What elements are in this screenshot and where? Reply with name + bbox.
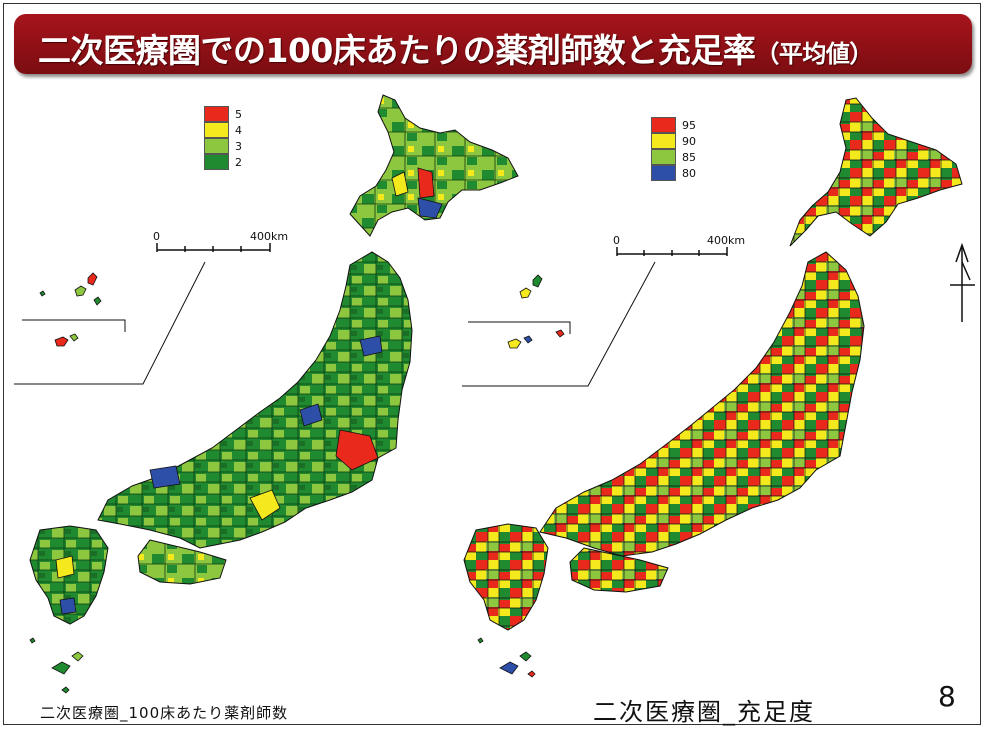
right-legend-item: 85 <box>651 149 696 165</box>
left-tohoku-blue <box>359 335 383 357</box>
left-okinawa-inset <box>14 261 206 385</box>
legend-label: 80 <box>682 166 696 180</box>
right-shikoku <box>569 547 669 593</box>
right-okinawa-inset <box>462 261 656 387</box>
title-banner: 二次医療圏での100床あたりの薬剤師数と充足率（平均値） <box>14 14 972 74</box>
left-shikoku <box>137 539 227 585</box>
right-scale-end: 400km <box>707 234 746 247</box>
right-map <box>462 97 963 678</box>
legend-swatch <box>651 117 676 133</box>
right-legend-item: 95 <box>651 117 696 133</box>
left-kyushu-yellow <box>55 555 75 579</box>
left-tokyo-red <box>335 429 379 471</box>
right-honshu <box>539 251 865 557</box>
legend-label: 95 <box>682 118 696 132</box>
right-kyushu <box>463 523 549 631</box>
legend-swatch <box>204 154 229 170</box>
left-legend: 5 4 3 2 <box>204 106 242 170</box>
right-hokkaido <box>789 97 963 247</box>
legend-label: 5 <box>235 107 242 121</box>
north-arrow-icon <box>950 242 975 322</box>
legend-swatch <box>651 133 676 149</box>
left-southern-islands <box>29 637 84 694</box>
legend-swatch <box>204 122 229 138</box>
legend-swatch <box>651 149 676 165</box>
page-number: 8 <box>938 680 956 713</box>
left-legend-item: 3 <box>204 138 242 154</box>
legend-label: 85 <box>682 150 696 164</box>
right-scale-start: 0 <box>613 234 620 247</box>
left-hokkaido-yellow <box>391 171 409 197</box>
right-legend: 95 90 85 80 <box>651 117 696 181</box>
left-map <box>14 94 519 694</box>
left-scale-bar <box>156 243 271 252</box>
legend-swatch <box>204 106 229 122</box>
left-chubu-blue <box>299 403 323 427</box>
left-legend-item: 2 <box>204 154 242 170</box>
left-kansai-yellow <box>249 489 281 521</box>
right-scale-bar <box>616 247 728 256</box>
legend-label: 90 <box>682 134 696 148</box>
left-scale-end: 400km <box>250 230 289 243</box>
left-scale-start: 0 <box>153 230 160 243</box>
right-southern-islands <box>477 637 536 678</box>
left-hokkaido-blue <box>417 197 443 219</box>
legend-swatch <box>651 165 676 181</box>
right-okinawa-islands <box>507 274 565 349</box>
legend-label: 4 <box>235 123 242 137</box>
legend-label: 3 <box>235 139 242 153</box>
legend-swatch <box>204 138 229 154</box>
left-legend-item: 5 <box>204 106 242 122</box>
right-legend-item: 90 <box>651 133 696 149</box>
left-hokkaido-red <box>417 167 435 199</box>
left-hokkaido <box>349 94 519 237</box>
left-legend-item: 4 <box>204 122 242 138</box>
left-map-caption: 二次医療圏_100床あたり薬剤師数 <box>40 704 289 722</box>
right-legend-item: 80 <box>651 165 696 181</box>
legend-label: 2 <box>235 155 242 169</box>
title-main: 二次医療圏での100床あたりの薬剤師数と充足率 <box>38 31 756 70</box>
title-sub: （平均値） <box>755 40 873 68</box>
left-chugoku-blue <box>149 465 181 489</box>
page-title: 二次医療圏での100床あたりの薬剤師数と充足率（平均値） <box>38 24 873 72</box>
left-kyushu-blue <box>59 597 77 615</box>
slide-frame <box>3 3 981 725</box>
left-okinawa-islands <box>39 272 102 347</box>
right-map-caption: 二次医療圏_充足度 <box>593 698 815 726</box>
